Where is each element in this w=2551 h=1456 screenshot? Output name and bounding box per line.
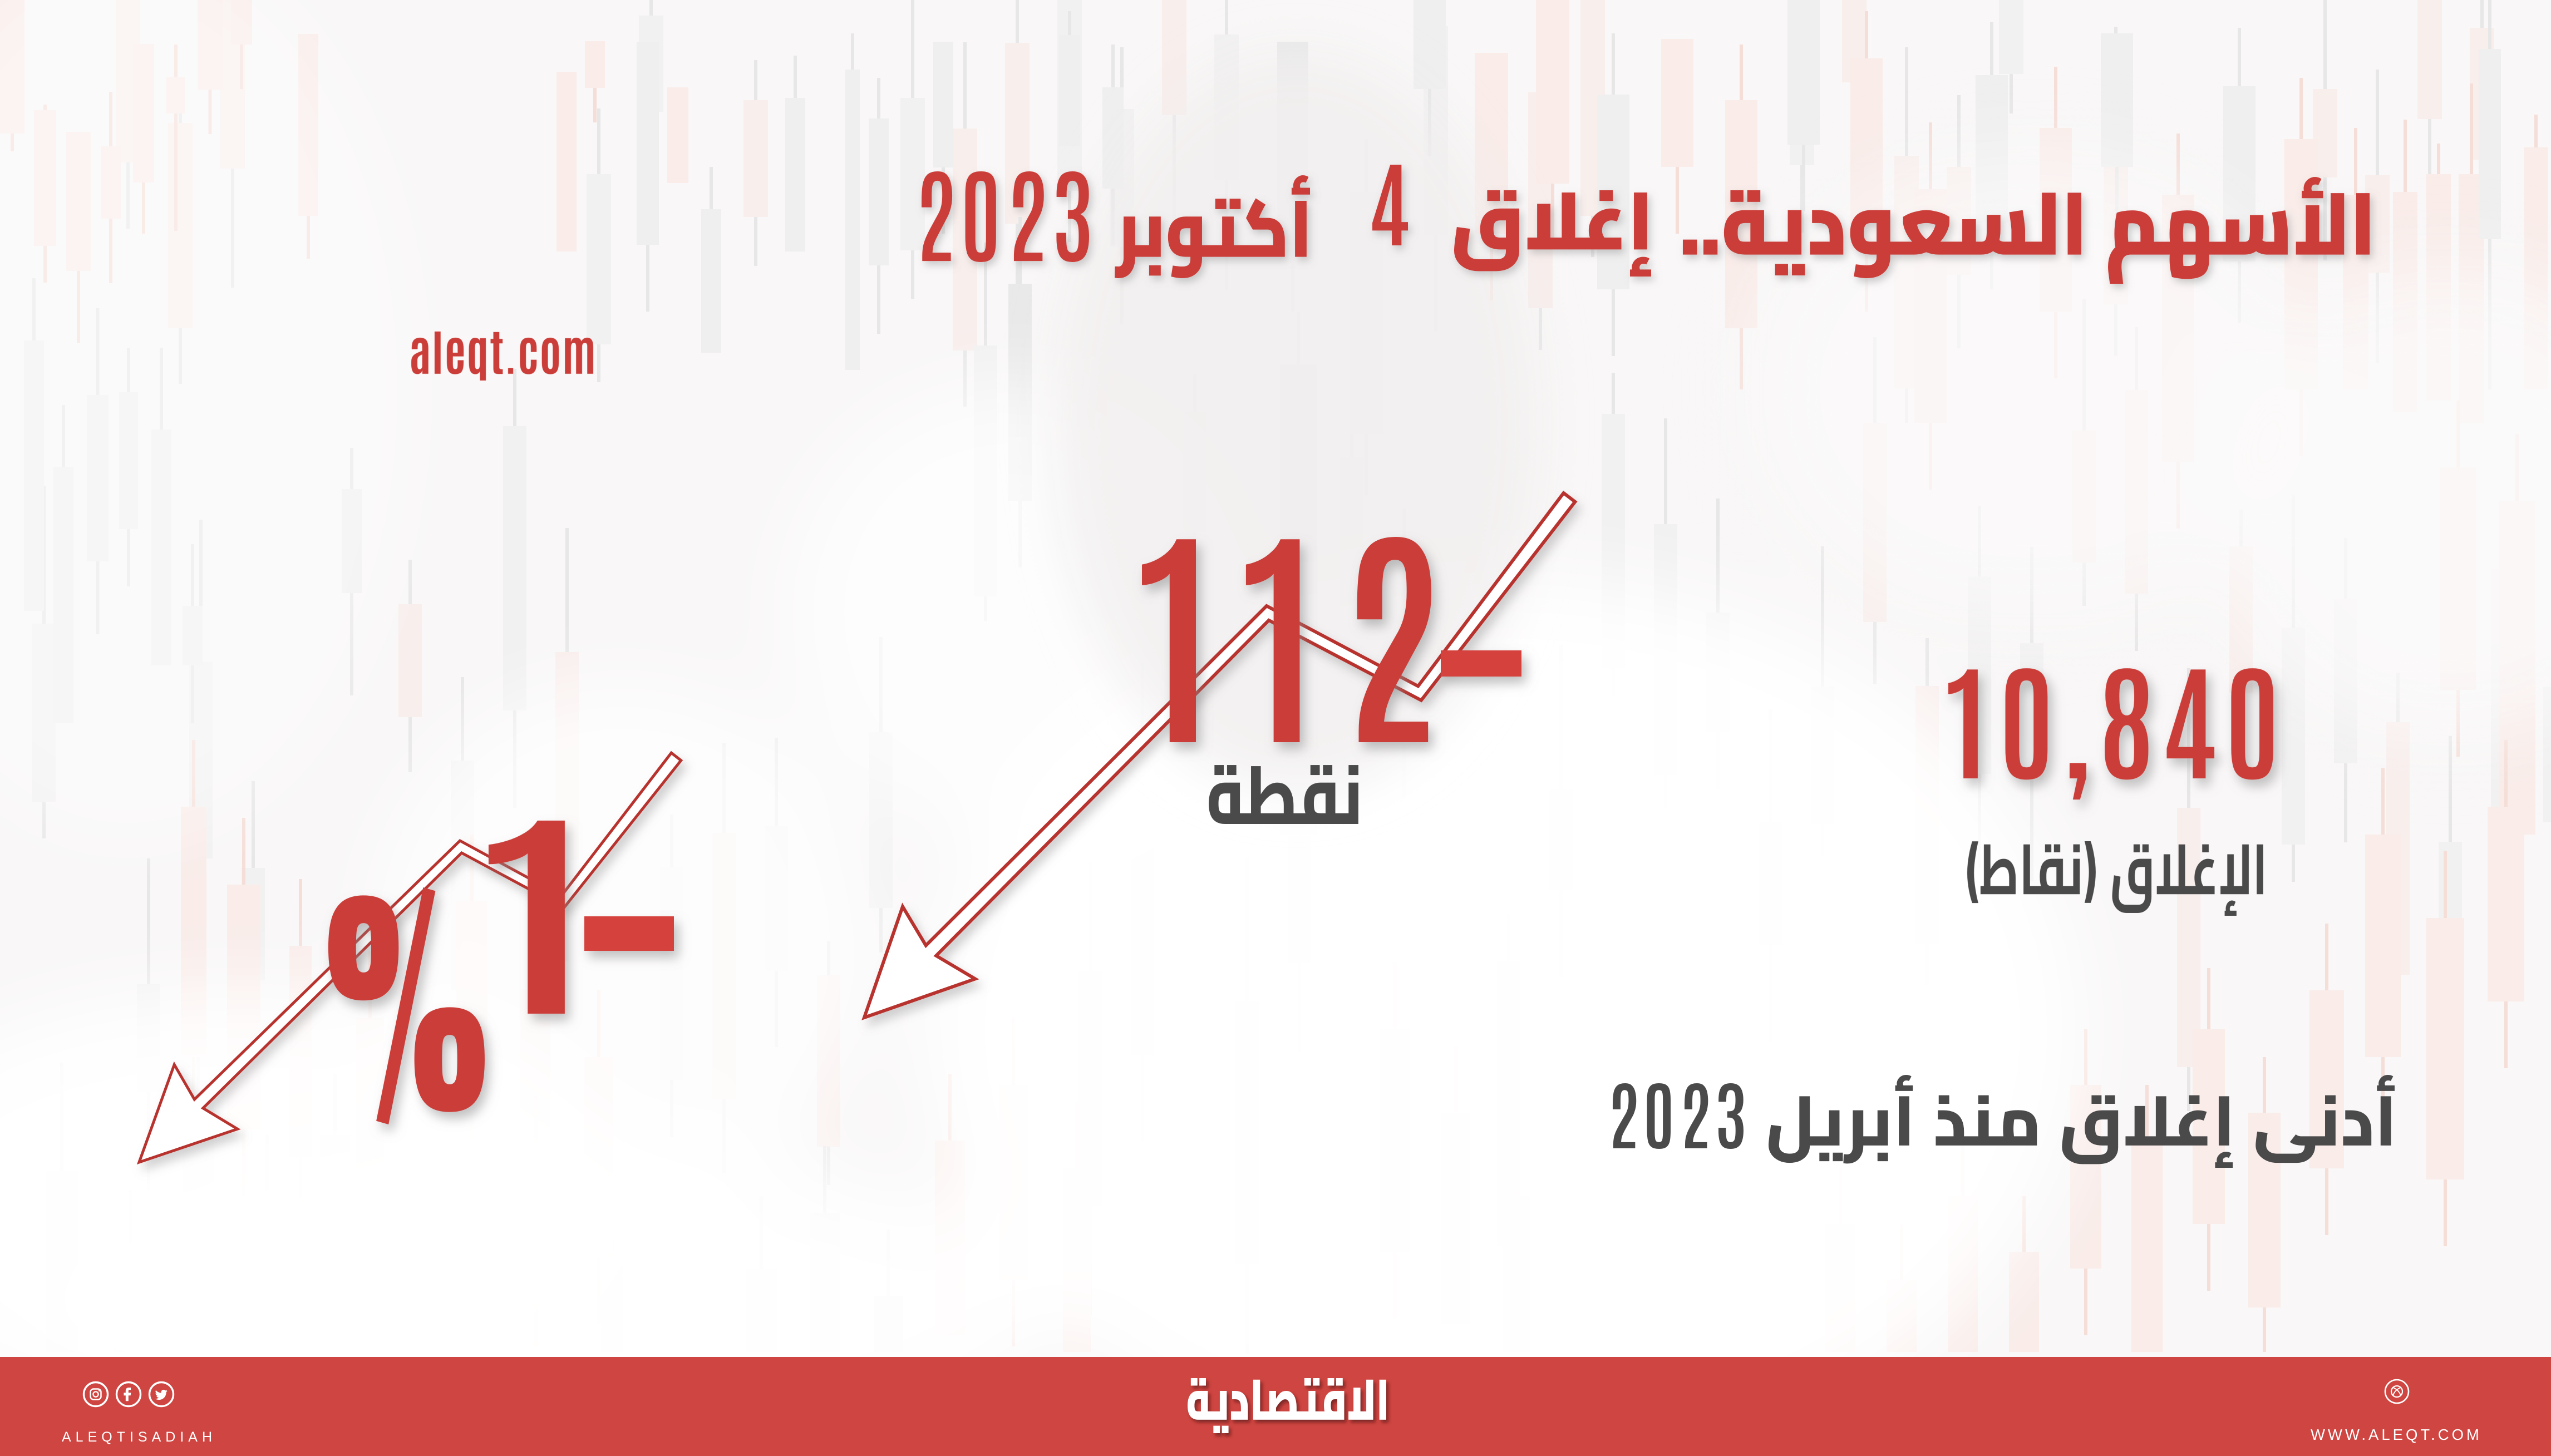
svg-text:WWW.ALEQT.COM: WWW.ALEQT.COM bbox=[2311, 1426, 2482, 1443]
svg-text:ALEQTISADIAH: ALEQTISADIAH bbox=[62, 1429, 216, 1445]
